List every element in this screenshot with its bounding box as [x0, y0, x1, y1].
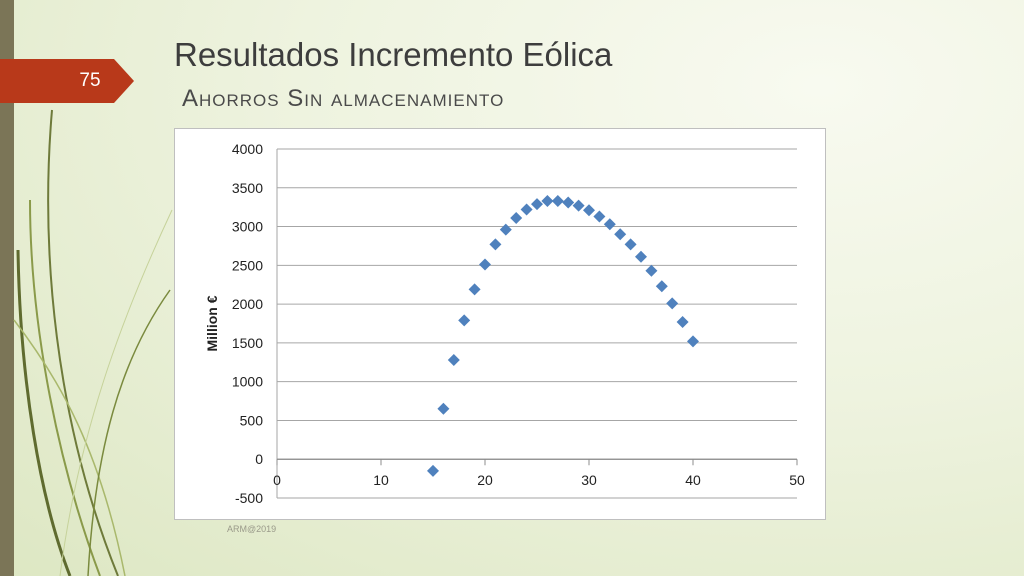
data-point — [447, 353, 460, 366]
data-point — [614, 228, 627, 241]
data-point — [520, 203, 533, 216]
data-point — [583, 204, 595, 217]
y-tick-label: 1000 — [232, 374, 263, 390]
slide-title: Resultados Incremento Eólica — [174, 36, 613, 73]
x-tick-label: 40 — [685, 472, 701, 488]
y-tick-label: 500 — [240, 412, 264, 428]
decorative-curves — [13, 109, 173, 576]
y-tick-label: 2000 — [232, 296, 263, 312]
data-point — [593, 210, 606, 223]
data-point — [510, 212, 523, 225]
footer-text: ARM@2019 — [227, 524, 277, 534]
data-point — [635, 250, 647, 263]
y-axis-title: Million € — [204, 295, 220, 351]
data-point — [655, 280, 668, 293]
data-point — [437, 402, 450, 415]
slide-subtitle: Ahorros Sin almacenamiento — [182, 85, 505, 112]
y-tick-label: 3000 — [232, 219, 263, 235]
data-point — [645, 264, 658, 277]
chart-frame: -500 0 500 1000 1500 2000 2500 3000 3500 4000 0 10 2… — [174, 128, 826, 520]
x-tick-label: 0 — [273, 472, 281, 488]
y-tick-label: 0 — [255, 451, 263, 467]
data-point — [541, 194, 554, 207]
y-tick-label: 3500 — [232, 180, 263, 196]
data-point — [499, 223, 512, 236]
x-tick-label: 50 — [789, 472, 805, 488]
slide-number-tab — [0, 59, 134, 103]
x-tick-label: 10 — [373, 472, 389, 488]
data-point — [676, 315, 689, 328]
data-point — [531, 198, 543, 211]
y-tick-label: 1500 — [232, 335, 263, 351]
data-point — [489, 238, 502, 251]
slide-number: 75 — [79, 70, 101, 91]
data-point — [624, 238, 637, 251]
x-tick-label: 30 — [581, 472, 597, 488]
data-point — [458, 314, 471, 327]
data-point — [479, 258, 491, 271]
data-point — [666, 297, 679, 310]
y-tick-label: 4000 — [232, 141, 263, 157]
data-point — [603, 218, 616, 231]
y-tick-label: 2500 — [232, 257, 263, 273]
data-point — [427, 464, 439, 477]
data-point — [551, 194, 564, 207]
data-point — [687, 335, 699, 348]
left-accent-strip — [0, 0, 14, 576]
y-tick-label: -500 — [235, 490, 263, 506]
x-tick-label: 20 — [477, 472, 493, 488]
scatter-chart: -500 0 500 1000 1500 2000 2500 3000 3500 4000 0 10 2… — [204, 141, 805, 506]
data-point — [572, 199, 585, 212]
data-point — [468, 283, 481, 296]
data-point — [562, 196, 575, 209]
